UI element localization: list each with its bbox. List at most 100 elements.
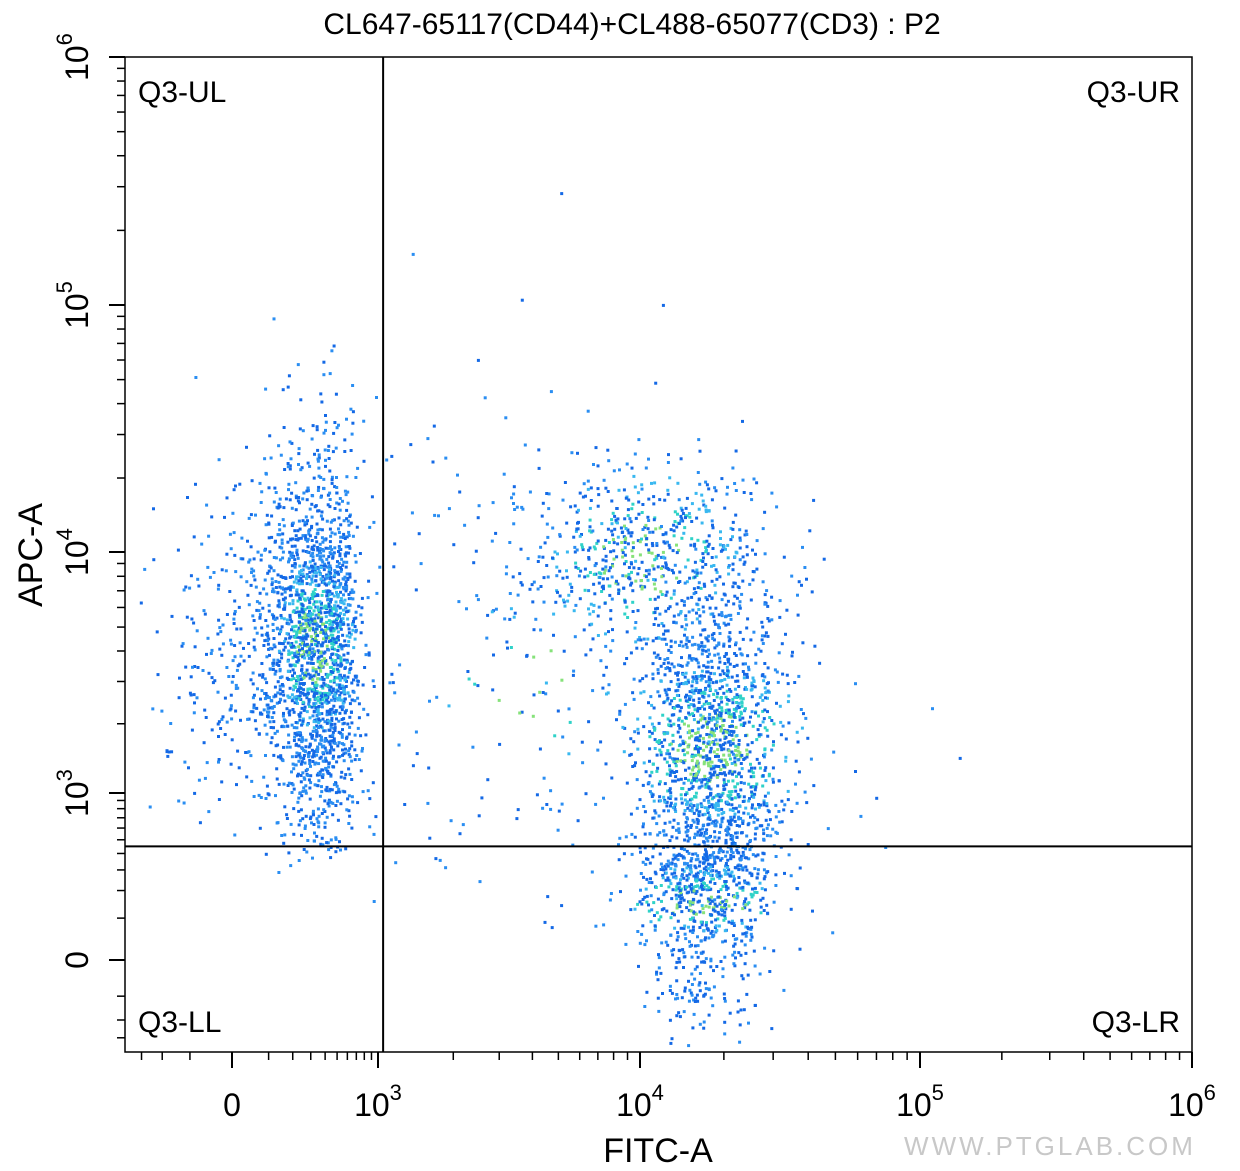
event-dot bbox=[505, 565, 509, 569]
event-dot bbox=[733, 942, 737, 946]
event-dot bbox=[750, 741, 754, 745]
event-dot bbox=[712, 985, 716, 989]
event-dot bbox=[282, 506, 286, 510]
event-dot bbox=[734, 744, 738, 748]
event-dot bbox=[678, 644, 681, 647]
event-dot bbox=[336, 560, 339, 564]
event-dot bbox=[659, 750, 663, 754]
event-dot bbox=[289, 554, 293, 557]
event-dot bbox=[297, 658, 301, 662]
event-dot bbox=[329, 656, 332, 660]
event-dot bbox=[305, 616, 308, 620]
event-dot bbox=[705, 809, 709, 812]
event-dot bbox=[320, 593, 324, 597]
event-dot bbox=[664, 580, 668, 584]
event-dot bbox=[288, 709, 292, 713]
event-dot bbox=[726, 671, 730, 675]
event-dot bbox=[741, 977, 745, 981]
event-dot bbox=[308, 628, 312, 632]
event-dot bbox=[316, 807, 320, 811]
event-dot bbox=[306, 618, 310, 622]
event-dot bbox=[718, 902, 722, 906]
event-dot bbox=[747, 668, 751, 672]
event-dot bbox=[759, 898, 763, 902]
event-dot bbox=[350, 759, 354, 763]
event-dot bbox=[320, 400, 324, 404]
event-dot bbox=[576, 521, 579, 525]
event-dot bbox=[741, 800, 745, 803]
event-dot bbox=[231, 659, 235, 663]
event-dot bbox=[328, 589, 332, 593]
event-dot bbox=[351, 597, 355, 601]
event-dot bbox=[716, 713, 719, 717]
event-dot bbox=[645, 939, 648, 943]
event-dot bbox=[757, 734, 761, 738]
event-dot bbox=[669, 791, 673, 795]
event-dot bbox=[277, 700, 281, 704]
event-dot bbox=[720, 727, 723, 731]
event-dot bbox=[239, 718, 242, 722]
event-dot bbox=[685, 878, 689, 882]
event-dot bbox=[301, 622, 305, 626]
event-dot bbox=[760, 887, 764, 891]
event-dot bbox=[304, 550, 308, 553]
event-dot bbox=[272, 569, 276, 573]
event-dot bbox=[737, 810, 741, 814]
event-dot bbox=[307, 489, 310, 493]
event-dot bbox=[271, 622, 275, 626]
event-dot bbox=[649, 695, 653, 699]
event-dot bbox=[707, 716, 711, 720]
event-dot bbox=[774, 803, 778, 807]
event-dot bbox=[643, 534, 647, 538]
event-dot bbox=[655, 972, 658, 976]
event-dot bbox=[677, 894, 681, 898]
event-dot bbox=[780, 799, 784, 803]
event-dot bbox=[724, 870, 728, 873]
event-dot bbox=[668, 752, 671, 756]
event-dot bbox=[294, 640, 298, 644]
event-dot bbox=[653, 516, 657, 520]
event-dot bbox=[692, 820, 696, 824]
event-dot bbox=[652, 706, 656, 710]
event-dot bbox=[700, 705, 704, 709]
event-dot bbox=[726, 556, 730, 560]
event-dot bbox=[670, 713, 674, 717]
event-dot bbox=[588, 571, 592, 574]
event-dot bbox=[645, 900, 649, 904]
event-dot bbox=[720, 772, 724, 776]
event-dot bbox=[702, 762, 706, 766]
event-dot bbox=[343, 776, 347, 780]
event-dot bbox=[342, 593, 345, 597]
event-dot bbox=[303, 635, 307, 639]
event-dot bbox=[743, 721, 747, 725]
event-dot bbox=[731, 752, 735, 756]
event-dot bbox=[277, 580, 281, 584]
event-dot bbox=[663, 673, 667, 677]
event-dot bbox=[565, 569, 568, 573]
event-dot bbox=[576, 567, 580, 570]
event-dot bbox=[290, 693, 294, 697]
event-dot bbox=[630, 466, 634, 470]
event-dot bbox=[325, 769, 329, 773]
event-dot bbox=[669, 596, 673, 600]
event-dot bbox=[698, 910, 702, 914]
event-dot bbox=[160, 709, 164, 713]
event-dot bbox=[265, 784, 269, 788]
event-dot bbox=[596, 634, 600, 637]
event-dot bbox=[686, 558, 690, 562]
event-dot bbox=[296, 363, 300, 367]
event-dot bbox=[340, 645, 344, 649]
event-dot bbox=[680, 656, 683, 660]
event-dot bbox=[783, 871, 786, 875]
event-dot bbox=[694, 791, 698, 795]
event-dot bbox=[272, 705, 276, 708]
event-dot bbox=[748, 582, 752, 586]
event-dot bbox=[360, 596, 364, 600]
event-dot bbox=[674, 775, 678, 779]
event-dot bbox=[620, 531, 624, 534]
event-dot bbox=[738, 751, 742, 755]
event-dot bbox=[302, 708, 306, 712]
event-dot bbox=[511, 575, 515, 579]
event-dot bbox=[645, 990, 649, 994]
event-dot bbox=[700, 644, 704, 648]
